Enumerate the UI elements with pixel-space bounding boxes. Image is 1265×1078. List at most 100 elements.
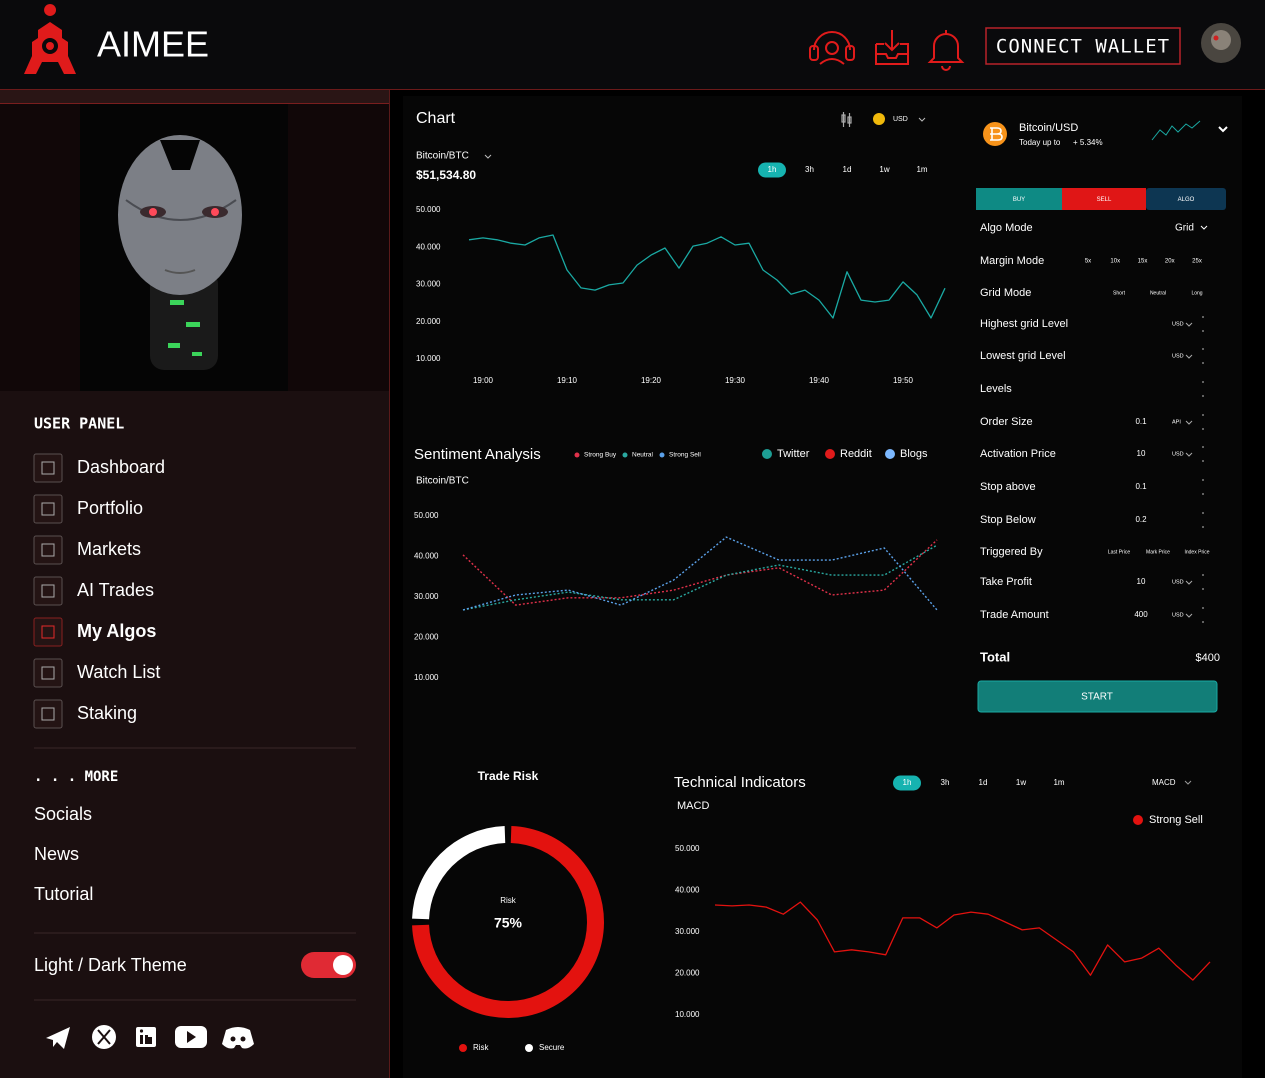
menu-icon[interactable] [33,617,63,647]
timeframe[interactable]: 3h [941,778,950,787]
trade-tab-label[interactable]: ALGO [1178,197,1195,203]
chevron[interactable] [1185,354,1193,359]
connect-wallet-label[interactable]: CONNECT WALLET [996,36,1170,58]
field-unit[interactable]: USD [1172,612,1184,618]
logo[interactable] [24,4,76,74]
algo-tab[interactable] [1146,188,1226,210]
chart-title: Sentiment Analysis [414,446,541,463]
field-value[interactable]: 0.2 [1135,515,1147,524]
field-value[interactable]: 400 [1134,610,1148,619]
timeframe[interactable]: 1m [1053,778,1064,787]
menu-item[interactable]: Markets [77,539,141,559]
start-label[interactable]: START [1081,692,1113,703]
sidebar-link[interactable]: News [34,844,79,864]
timeframe[interactable]: 1m [916,165,927,174]
sidebar-link[interactable]: Socials [34,804,92,824]
field-unit[interactable]: USD [1172,353,1184,359]
timeframe[interactable]: 3h [805,165,814,174]
field-option[interactable]: 25x [1192,259,1202,265]
menu-item[interactable]: My Algos [77,621,156,641]
sidebar-link[interactable]: Tutorial [34,884,93,904]
timeframe[interactable]: 1w [879,165,889,174]
trade-tab-label[interactable]: BUY [1013,197,1025,203]
chevron[interactable] [1218,126,1228,133]
menu-icon-glyph[interactable] [41,584,55,598]
connect-wallet-button[interactable] [985,27,1181,65]
start-button[interactable] [977,680,1218,713]
field-unit[interactable]: USD [1172,321,1184,327]
menu-icon[interactable] [33,699,63,729]
menu-icon[interactable] [33,453,63,483]
bell-icon[interactable] [927,30,965,71]
chevron[interactable] [1185,420,1193,425]
chevron[interactable] [484,154,492,159]
source-label[interactable]: Twitter [777,448,810,460]
menu-item[interactable]: Watch List [77,662,160,682]
timeframe-active[interactable] [758,162,786,178]
social-telegram[interactable] [46,1027,70,1049]
sell-tab[interactable] [1062,188,1146,210]
theme-toggle-knob[interactable] [333,955,353,975]
field-option[interactable]: Last Price [1108,549,1130,555]
field-option[interactable]: Mark Price [1146,549,1170,555]
field-option[interactable]: 10x [1110,259,1120,265]
menu-icon-glyph[interactable] [41,543,55,557]
field-value[interactable]: 10 [1137,449,1146,458]
field-option[interactable]: Neutral [1150,290,1166,296]
social-discord[interactable] [222,1027,254,1049]
social-x[interactable] [92,1025,116,1049]
menu-item[interactable]: Portfolio [77,498,143,518]
field-unit[interactable]: USD [1172,451,1184,457]
chevron[interactable] [1185,613,1193,618]
menu-item[interactable]: Dashboard [77,457,165,477]
field-unit[interactable]: USD [1172,579,1184,585]
support-icon[interactable] [809,31,855,65]
menu-icon-glyph[interactable] [41,502,55,516]
menu-item[interactable]: AI Trades [77,580,154,600]
menu-icon-glyph[interactable] [41,461,55,475]
field-unit[interactable]: API [1172,419,1181,425]
menu-icon[interactable] [33,535,63,565]
field-value[interactable]: 0.1 [1135,417,1147,426]
field-value[interactable]: 0.1 [1135,482,1147,491]
candle-icon[interactable] [841,112,852,127]
menu-icon[interactable] [33,658,63,688]
menu-icon-glyph[interactable] [41,666,55,680]
chevron[interactable] [918,117,926,122]
chevron[interactable] [1185,322,1193,327]
field-option[interactable]: Long [1191,290,1202,296]
chevron[interactable] [1200,225,1208,230]
menu-icon-glyph[interactable] [41,707,55,721]
social-linkedin[interactable] [136,1027,156,1047]
timeframe[interactable]: 1w [1016,778,1026,787]
source-label[interactable]: Blogs [900,448,928,460]
source-label[interactable]: Reddit [840,448,872,460]
field-option[interactable]: 15x [1138,259,1148,265]
menu-item[interactable]: Staking [77,703,137,723]
menu-icon[interactable] [33,494,63,524]
indicator-select[interactable]: MACD [1152,778,1176,787]
trade-tab-label[interactable]: SELL [1097,197,1112,203]
timeframe-active[interactable] [893,775,921,791]
menu-icon[interactable] [33,576,63,606]
chevron[interactable] [1184,780,1192,785]
inbox-icon[interactable] [875,30,909,65]
field-select[interactable]: Grid [1175,223,1194,234]
field-option[interactable]: Index Price [1184,549,1209,555]
field-option[interactable]: 20x [1165,259,1175,265]
user-avatar[interactable] [1201,23,1241,63]
buy-tab[interactable] [976,188,1062,210]
timeframe[interactable]: 1h [903,778,912,787]
chevron[interactable] [1185,452,1193,457]
y-tick-label: 50.000 [416,205,441,214]
social-youtube[interactable] [175,1026,207,1048]
timeframe[interactable]: 1h [768,165,777,174]
field-option[interactable]: Short [1113,290,1126,296]
field-value[interactable]: 10 [1137,577,1146,586]
timeframe[interactable]: 1d [979,778,988,787]
menu-icon-glyph[interactable] [41,625,55,639]
field-option[interactable]: 5x [1085,259,1091,265]
timeframe[interactable]: 1d [843,165,852,174]
total-label: Total [980,649,1010,664]
chevron[interactable] [1185,580,1193,585]
